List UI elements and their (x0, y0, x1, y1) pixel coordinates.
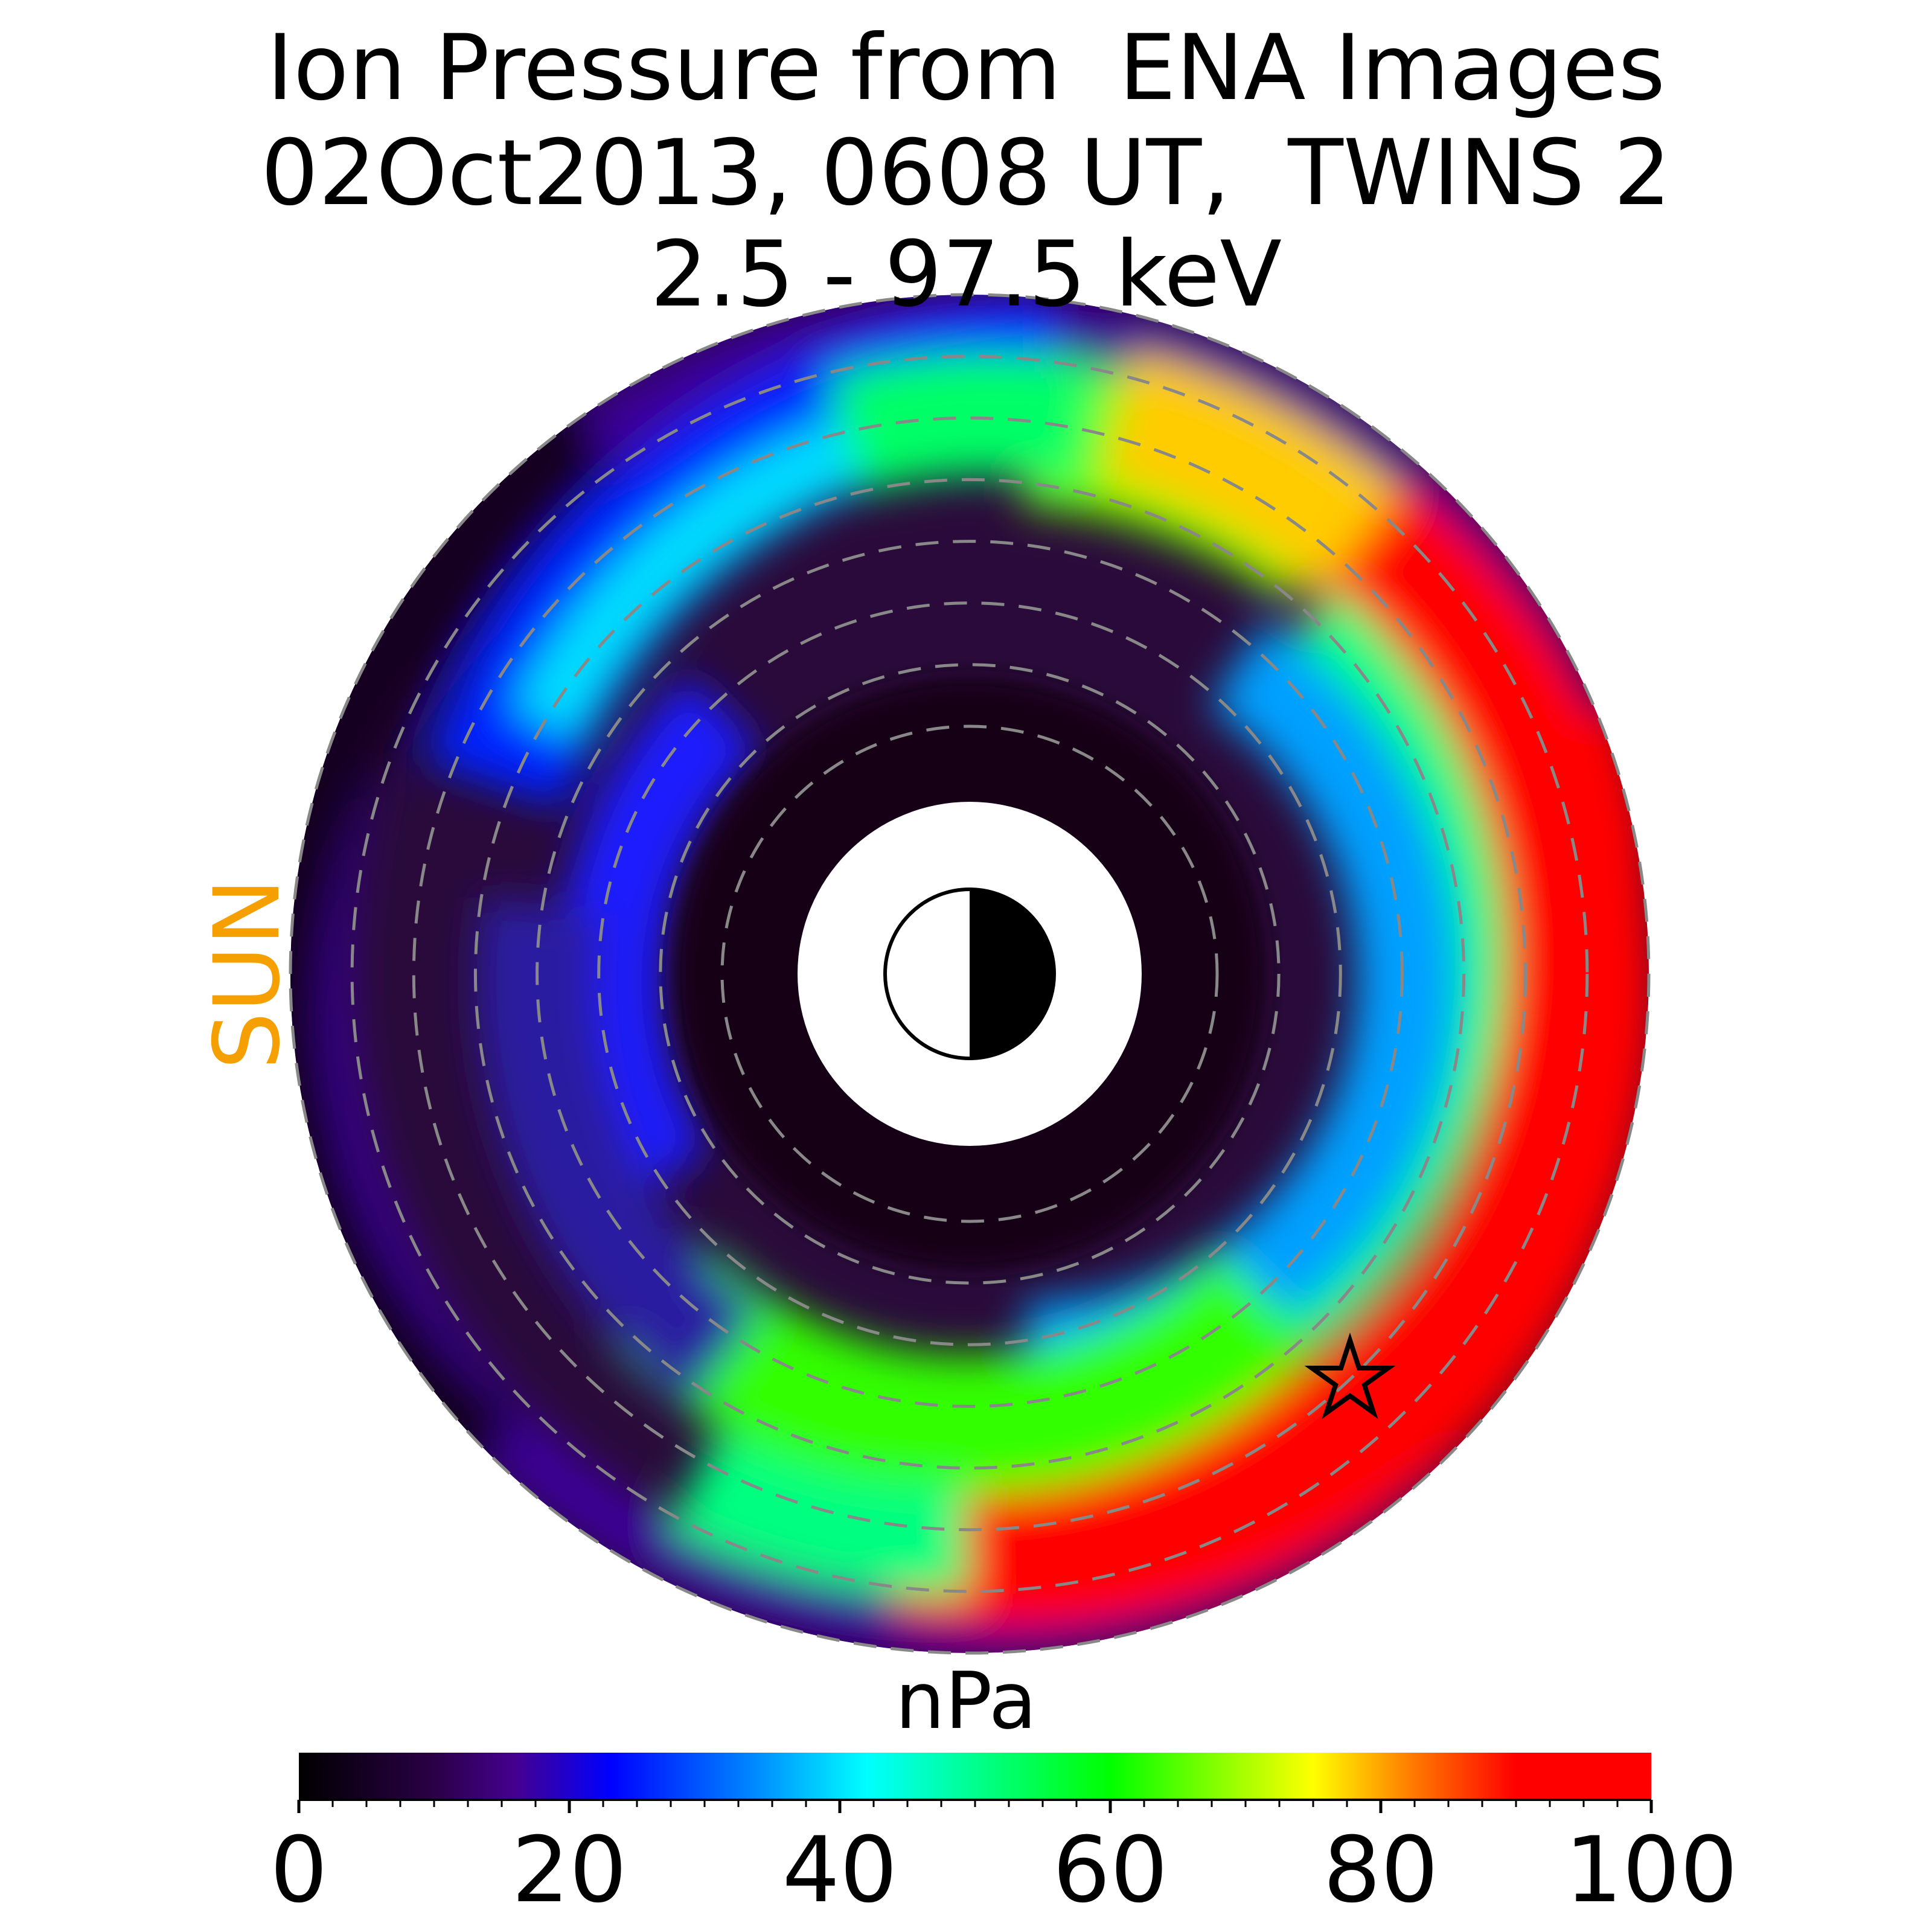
distance-circle (350, 354, 1589, 1593)
distance-circle (289, 293, 1651, 1655)
colorbar-tick-label: 60 (1052, 1818, 1168, 1923)
distance-circle (412, 416, 1527, 1532)
colorbar-tick-label: 100 (1564, 1818, 1738, 1923)
chart-subtitle-energy: 2.5 - 97.5 keV (650, 222, 1282, 327)
distance-circle (720, 724, 1219, 1223)
distance-circle (597, 601, 1342, 1346)
chart-title: Ion Pressure from ENA Images (266, 16, 1666, 121)
earth-icon (883, 888, 1056, 1060)
distance-circle (473, 478, 1466, 1470)
pressure-heatmap (290, 295, 1649, 1653)
distance-circle (536, 540, 1404, 1408)
colorbar-tick-label: 40 (782, 1818, 898, 1923)
sun-direction-label: SUN (195, 878, 300, 1070)
colorbar-tick-label: 80 (1323, 1818, 1439, 1923)
colorbar-tick-label: 20 (511, 1818, 627, 1923)
distance-circle (659, 663, 1281, 1285)
chart-subtitle-date: 02Oct2013, 0608 UT, TWINS 2 (261, 121, 1671, 226)
star-marker (1304, 1332, 1396, 1419)
colorbar-unit-label: nPa (895, 1655, 1037, 1747)
distance-circles (289, 293, 1651, 1655)
colorbar-tick-label: 0 (270, 1818, 328, 1923)
